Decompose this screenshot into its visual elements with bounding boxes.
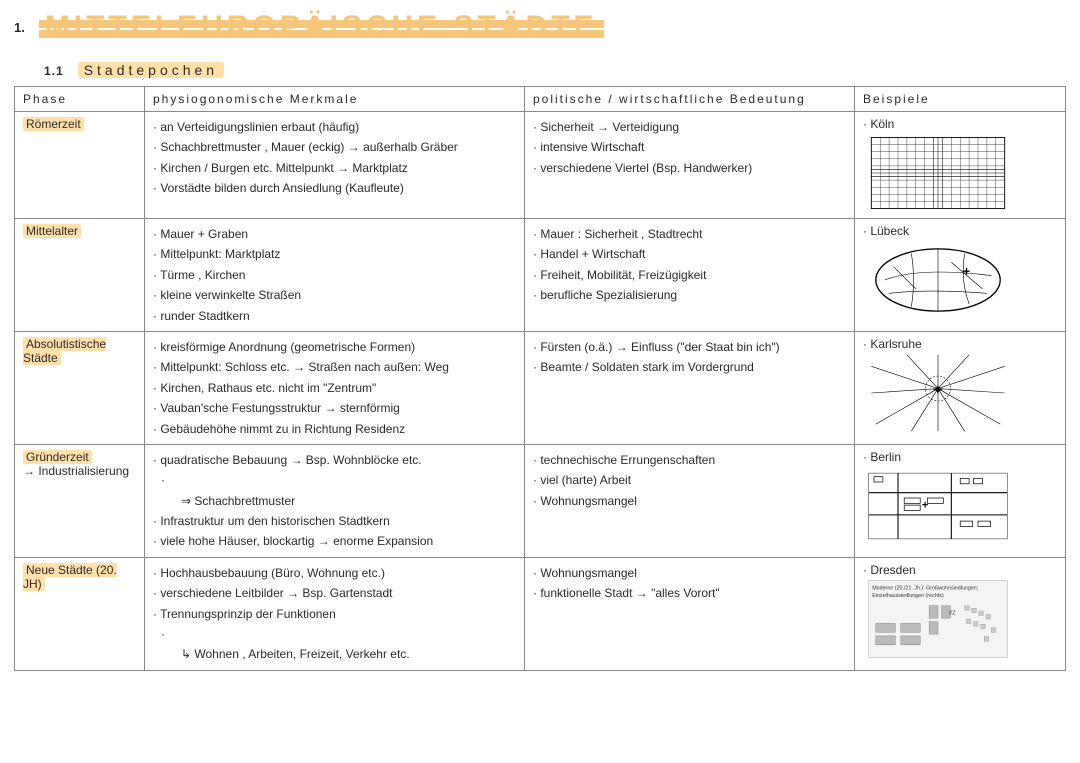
merkmale-cell: kreisförmige Anordnung (geometrische For… <box>145 331 525 444</box>
list-item: Hochhausbebauung (Büro, Wohnung etc.) <box>153 563 516 583</box>
merkmale-cell: an Verteidigungslinien erbaut (häufig)Sc… <box>145 112 525 219</box>
list-item: intensive Wirtschaft <box>533 137 846 157</box>
city-sketch-radial: ✦ <box>863 353 1013 433</box>
list-item: Kirchen / Burgen etc. Mittelpunkt → Mark… <box>153 158 516 178</box>
bedeutung-cell: Wohnungsmangelfunktionelle Stadt → "alle… <box>525 557 855 670</box>
list-item: Beamte / Soldaten stark im Vordergrund <box>533 357 846 377</box>
list-item: Fürsten (o.ä.) → Einfluss ("der Staat bi… <box>533 337 846 357</box>
city-sketch-oval: + <box>863 240 1013 320</box>
list-item: Wohnungsmangel <box>533 563 846 583</box>
list-item: verschiedene Viertel (Bsp. Handwerker) <box>533 158 846 178</box>
beispiel-label: · Berlin <box>863 450 1057 464</box>
beispiel-label: · Lübeck <box>863 224 1057 238</box>
list-item: Wohnungsmangel <box>533 491 846 511</box>
list-item: funktionelle Stadt → "alles Vorort" <box>533 583 846 603</box>
list-item: technechische Errungenschaften <box>533 450 846 470</box>
phase-extra: → Industrialisierung <box>23 464 136 478</box>
bedeutung-cell: Mauer : Sicherheit , StadtrechtHandel + … <box>525 219 855 332</box>
phase-cell: Neue Städte (20. JH) <box>15 557 145 670</box>
list-item: viel (harte) Arbeit <box>533 470 846 490</box>
bedeutung-cell: Fürsten (o.ä.) → Einfluss ("der Staat bi… <box>525 331 855 444</box>
main-heading: 1. MITTELEUROPÄISCHE STÄDTE <box>14 10 1066 44</box>
svg-text:Moderne (20./21. Jh.): Großwoh: Moderne (20./21. Jh.): Großwohnsiedlunge… <box>872 586 978 592</box>
sub-heading: 1.1 Stadtepochen <box>44 62 1066 78</box>
subheading-title: Stadtepochen <box>78 62 224 78</box>
city-sketch-modern: Moderne (20./21. Jh.): Großwohnsiedlunge… <box>863 579 1013 659</box>
beispiel-label: · Köln <box>863 117 1057 131</box>
list-item: Freiheit, Mobilität, Freizügigkeit <box>533 265 846 285</box>
list-item: Mittelpunkt: Schloss etc. → Straßen nach… <box>153 357 516 377</box>
phase-label: Mittelalter <box>23 224 81 238</box>
list-subitem: ⇒ Schachbrettmuster <box>161 491 516 511</box>
col-merkmale: physiogonomische Merkmale <box>145 87 525 112</box>
phase-label: Römerzeit <box>23 117 84 131</box>
col-beispiele: Beispiele <box>855 87 1066 112</box>
list-item: runder Stadtkern <box>153 306 516 326</box>
city-sketch-grid <box>863 133 1013 213</box>
list-item: Trennungsprinzip der Funktionen <box>153 604 516 624</box>
svg-text:+: + <box>963 265 970 279</box>
list-item: berufliche Spezialisierung <box>533 285 846 305</box>
subheading-number: 1.1 <box>44 64 64 78</box>
table-row: Neue Städte (20. JH) Hochhausbebauung (Bü… <box>15 557 1066 670</box>
phase-cell: Gründerzeit→ Industrialisierung <box>15 444 145 557</box>
list-item: Schachbrettmuster , Mauer (eckig) → auße… <box>153 137 516 157</box>
table-header-row: Phase physiogonomische Merkmale politisc… <box>15 87 1066 112</box>
list-item: Mittelpunkt: Marktplatz <box>153 244 516 264</box>
list-item: quadratische Bebauung → Bsp. Wohnblöcke … <box>153 450 516 470</box>
phase-label: Neue Städte (20. JH) <box>23 563 117 591</box>
beispiel-cell: · Köln <box>855 112 1066 219</box>
table-row: Mittelalter Mauer + GrabenMittelpunkt: Ma… <box>15 219 1066 332</box>
heading-title: MITTELEUROPÄISCHE STÄDTE <box>39 10 604 44</box>
svg-text:✦: ✦ <box>933 383 943 397</box>
list-item: Mauer + Graben <box>153 224 516 244</box>
list-item: Türme , Kirchen <box>153 265 516 285</box>
list-item: Mauer : Sicherheit , Stadtrecht <box>533 224 846 244</box>
list-item: Handel + Wirtschaft <box>533 244 846 264</box>
list-item: an Verteidigungslinien erbaut (häufig) <box>153 117 516 137</box>
list-item: Vauban'sche Festungsstruktur → sternförm… <box>153 398 516 418</box>
svg-text:Einzelhaussiedlungen (rechts): Einzelhaussiedlungen (rechts) <box>872 593 944 599</box>
bedeutung-cell: technechische Errungenschaftenviel (hart… <box>525 444 855 557</box>
list-item: kleine verwinkelte Straßen <box>153 285 516 305</box>
list-item: Gebäudehöhe nimmt zu in Richtung Residen… <box>153 419 516 439</box>
list-item: kreisförmige Anordnung (geometrische For… <box>153 337 516 357</box>
merkmale-cell: quadratische Bebauung → Bsp. Wohnblöcke … <box>145 444 525 557</box>
phase-cell: Mittelalter <box>15 219 145 332</box>
svg-text:VZ: VZ <box>949 610 957 616</box>
beispiel-cell: · Lübeck + <box>855 219 1066 332</box>
phase-label: Absolutistische Städte <box>23 337 106 365</box>
svg-text:+: + <box>922 500 928 512</box>
heading-number: 1. <box>14 20 25 35</box>
col-bedeutung: politische / wirtschaftliche Bedeutung <box>525 87 855 112</box>
merkmale-cell: Mauer + GrabenMittelpunkt: MarktplatzTür… <box>145 219 525 332</box>
epochs-table: Phase physiogonomische Merkmale politisc… <box>14 86 1066 671</box>
bedeutung-cell: Sicherheit → Verteidigungintensive Wirts… <box>525 112 855 219</box>
list-item: Kirchen, Rathaus etc. nicht im "Zentrum" <box>153 378 516 398</box>
list-subitem: ↳ Wohnen , Arbeiten, Freizeit, Verkehr e… <box>161 644 516 664</box>
list-item: Vorstädte bilden durch Ansiedlung (Kaufl… <box>153 178 516 198</box>
phase-cell: Absolutistische Städte <box>15 331 145 444</box>
list-item: verschiedene Leitbilder → Bsp. Gartensta… <box>153 583 516 603</box>
beispiel-cell: · Karlsruhe ✦ <box>855 331 1066 444</box>
table-row: Gründerzeit→ Industrialisierung quadratis… <box>15 444 1066 557</box>
phase-label: Gründerzeit <box>23 450 92 464</box>
city-sketch-blocks: + <box>863 466 1013 546</box>
table-row: Absolutistische Städte kreisförmige Anord… <box>15 331 1066 444</box>
beispiel-label: · Dresden <box>863 563 1057 577</box>
beispiel-label: · Karlsruhe <box>863 337 1057 351</box>
beispiel-cell: · Dresden Moderne (20./21. Jh.): Großwoh… <box>855 557 1066 670</box>
beispiel-cell: · Berlin + <box>855 444 1066 557</box>
table-row: Römerzeit an Verteidigungslinien erbaut (… <box>15 112 1066 219</box>
phase-cell: Römerzeit <box>15 112 145 219</box>
merkmale-cell: Hochhausbebauung (Büro, Wohnung etc.)ver… <box>145 557 525 670</box>
col-phase: Phase <box>15 87 145 112</box>
list-item: viele hohe Häuser, blockartig → enorme E… <box>153 531 516 551</box>
list-item: Infrastruktur um den historischen Stadtk… <box>153 511 516 531</box>
list-item: Sicherheit → Verteidigung <box>533 117 846 137</box>
